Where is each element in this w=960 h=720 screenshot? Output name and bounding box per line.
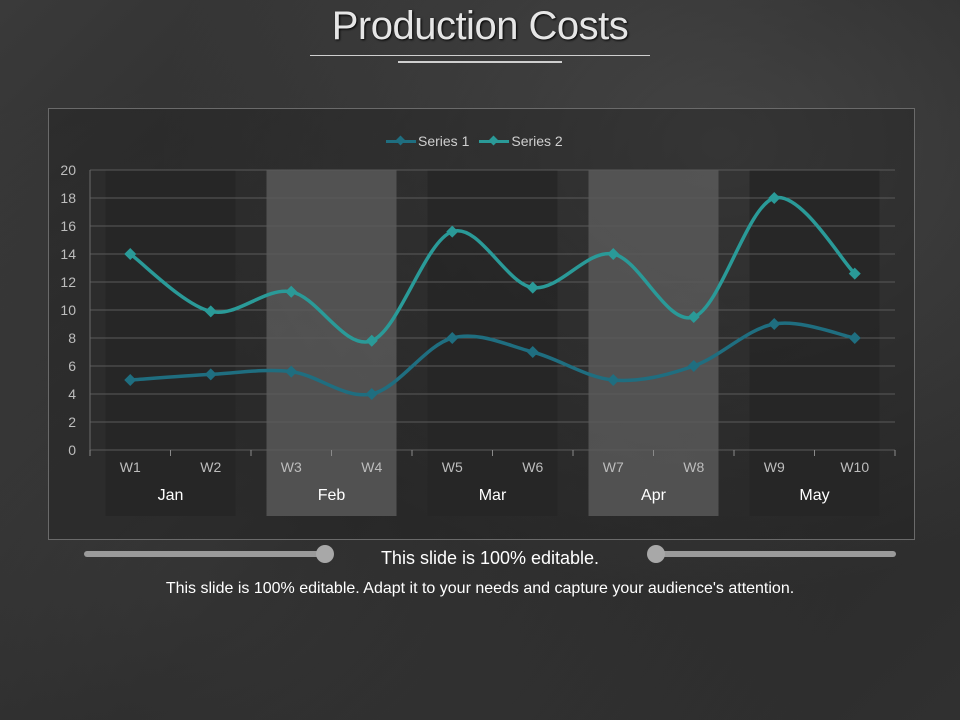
editable-caption: This slide is 100% editable. Adapt it to…	[165, 580, 795, 597]
data-point-marker	[768, 318, 781, 330]
y-tick-label: 10	[60, 302, 76, 318]
month-group-label: Apr	[641, 487, 667, 504]
x-tick-label: W9	[764, 459, 785, 475]
x-tick-label: W7	[603, 459, 624, 475]
y-tick-label: 14	[60, 246, 76, 262]
month-band	[105, 170, 236, 516]
y-tick-label: 18	[60, 190, 76, 206]
data-point-marker	[768, 192, 781, 204]
x-tick-label: W6	[522, 459, 543, 475]
data-point-marker	[204, 368, 217, 381]
legend-label: Series 1	[418, 133, 470, 149]
month-band	[749, 170, 880, 516]
month-group-label: May	[799, 487, 829, 504]
data-point-marker	[446, 225, 459, 238]
page-title: Production Costs	[331, 4, 629, 48]
data-point-marker	[848, 332, 861, 344]
data-point-marker	[607, 248, 620, 260]
y-tick-label: 16	[60, 218, 76, 234]
y-tick-label: 8	[68, 330, 76, 346]
data-point-marker	[124, 248, 137, 260]
data-point-marker	[526, 346, 539, 358]
editable-subtitle: This slide is 100% editable.	[380, 548, 600, 568]
legend-swatch	[479, 139, 510, 143]
data-point-marker	[848, 267, 861, 280]
x-tick-label: W10	[840, 459, 869, 475]
title-underline	[310, 55, 650, 56]
data-point-marker	[365, 388, 378, 400]
legend-item: Series 2	[479, 133, 563, 149]
y-tick-label: 2	[68, 414, 76, 430]
y-tick-label: 20	[60, 162, 76, 178]
x-tick-label: W2	[200, 459, 221, 475]
data-point-marker	[124, 374, 137, 386]
title-underline-short	[398, 61, 562, 63]
data-point-marker	[526, 281, 539, 294]
right-slider-knob	[647, 545, 665, 563]
data-point-marker	[607, 374, 620, 386]
right-slider-track	[654, 551, 896, 557]
x-tick-label: W1	[120, 459, 141, 475]
data-point-marker	[446, 332, 459, 344]
x-tick-label: W4	[361, 459, 382, 475]
chart-legend: Series 1 Series 2	[386, 132, 573, 150]
month-band	[588, 170, 719, 516]
y-tick-label: 6	[68, 358, 76, 374]
y-tick-label: 12	[60, 274, 76, 290]
data-point-marker	[687, 360, 700, 372]
legend-item: Series 1	[386, 133, 469, 149]
x-tick-label: W8	[683, 459, 704, 475]
x-tick-label: W5	[442, 459, 463, 475]
data-point-marker	[285, 365, 298, 378]
left-slider-knob	[316, 545, 334, 563]
month-group-label: Jan	[158, 487, 184, 504]
data-point-marker	[285, 285, 298, 298]
month-band	[427, 170, 558, 516]
series-line-1	[130, 321, 856, 397]
y-tick-label: 4	[68, 386, 76, 402]
data-point-marker	[204, 305, 217, 318]
month-group-label: Mar	[479, 487, 507, 504]
legend-swatch	[386, 139, 416, 143]
left-slider-track	[84, 551, 329, 557]
series-line-2	[129, 195, 857, 344]
month-group-label: Feb	[318, 487, 346, 504]
legend-label: Series 2	[511, 133, 563, 149]
y-tick-label: 0	[68, 442, 76, 458]
data-point-marker	[687, 311, 700, 323]
data-point-marker	[365, 334, 378, 347]
x-tick-label: W3	[281, 459, 302, 475]
